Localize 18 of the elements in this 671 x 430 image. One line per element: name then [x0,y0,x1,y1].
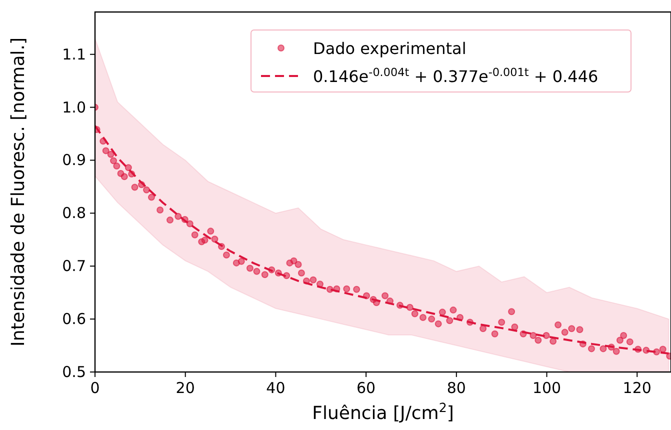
legend-label: 0.146e$^{-0.004t}$ + 0.377e$^{-0.001t}$ + 0.446 [313,66,598,86]
y-tick-label: 0.5 [62,363,86,381]
legend-label: Dado experimental [313,39,466,58]
y-tick-label: 1.0 [62,98,86,116]
x-tick-label: 0 [90,379,100,397]
x-tick-label: 100 [532,379,562,397]
x-tick-label: 60 [356,379,376,397]
y-tick-label: 0.6 [62,310,86,328]
x-axis-title: Fluência [J/cm$^{2}$] [312,400,454,424]
x-tick-label: 20 [176,379,195,397]
x-tick-label: 120 [622,379,652,397]
y-axis-title: Intensidade de Fluoresc. [normal.] [8,38,29,346]
y-tick-label: 0.9 [62,151,86,170]
y-tick-label: 1.1 [62,45,86,64]
y-tick-label: 0.7 [62,257,86,276]
y-tick-label: 0.8 [62,204,86,222]
x-tick-label: 40 [266,379,286,397]
x-tick-label: 80 [446,379,466,397]
